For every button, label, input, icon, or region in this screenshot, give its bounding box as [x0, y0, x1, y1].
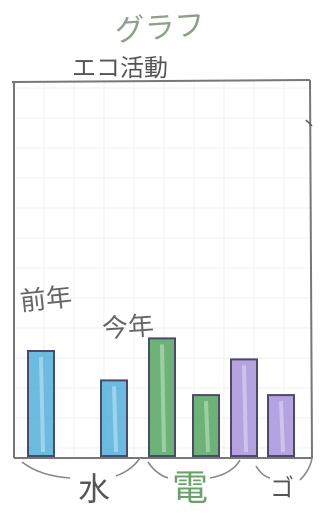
group-label-water: 水 [78, 470, 110, 508]
chart-title: グラフ [114, 8, 206, 49]
bar-1 [100, 379, 128, 457]
bar-3 [192, 394, 220, 458]
annotation-last-year: 前年 [19, 282, 74, 317]
chart-subtitle: エコ活動 [72, 54, 168, 82]
bar-streak [160, 344, 166, 453]
bar-streak [204, 401, 210, 453]
bars [27, 337, 295, 458]
group-label-electric: 電 [172, 468, 208, 509]
chart-frame [11, 79, 313, 459]
grid [13, 82, 312, 458]
tick-mark [305, 119, 313, 127]
bar-5 [267, 394, 295, 458]
bar-streak [279, 401, 285, 453]
group-brackets [21, 457, 313, 481]
annotation-this-year: 今年 [101, 311, 155, 345]
bar-streak [112, 386, 118, 453]
bar-4 [230, 358, 258, 457]
group-label-garbage: ゴ [270, 474, 294, 502]
bar-streak [242, 365, 248, 453]
bar-streak [39, 356, 45, 453]
bar-2 [148, 337, 176, 457]
bar-0 [27, 350, 55, 457]
